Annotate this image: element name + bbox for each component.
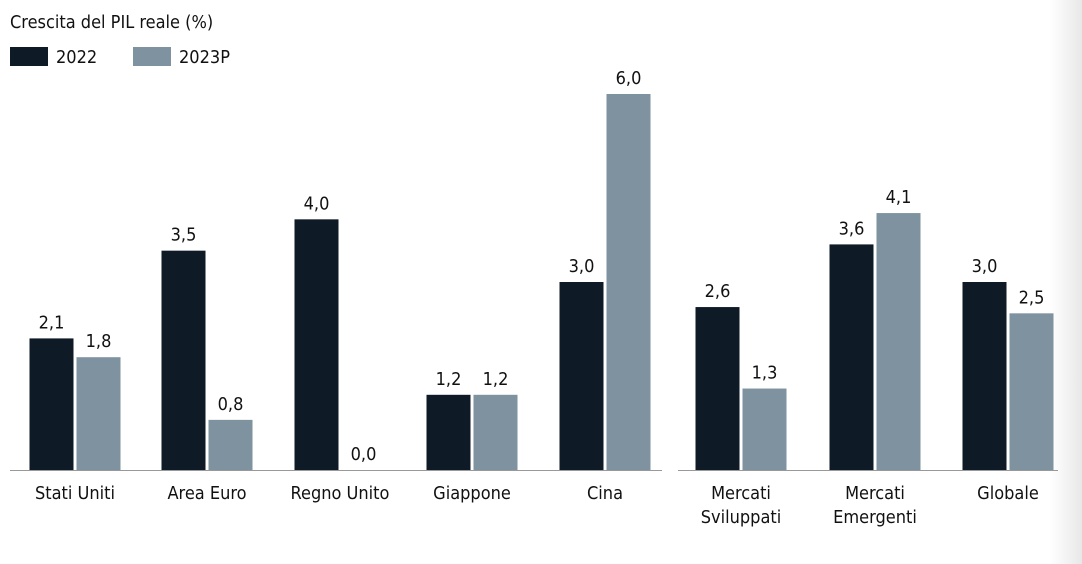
value-label: 4,0 [304, 193, 330, 214]
chart-title: Crescita del PIL reale (%) [10, 12, 213, 33]
bar [29, 338, 74, 470]
bar [208, 419, 253, 470]
bar [695, 307, 740, 470]
bar [742, 388, 787, 470]
value-label: 3,6 [839, 218, 865, 239]
value-label: 3,0 [569, 256, 595, 277]
legend-swatch [133, 47, 171, 66]
bar [962, 282, 1007, 470]
value-label: 0,8 [218, 394, 244, 415]
x-tick-label: Giappone [433, 483, 511, 504]
x-tick-label: Regno Unito [290, 483, 390, 504]
value-label: 2,5 [1019, 287, 1045, 308]
x-tick-label: Area Euro [167, 483, 247, 504]
x-tick-label: Mercati Sviluppati [700, 483, 782, 528]
bar [473, 394, 518, 470]
bar [294, 219, 339, 470]
bar [1009, 313, 1054, 470]
value-label: 3,0 [972, 256, 998, 277]
value-label: 0,0 [351, 444, 377, 465]
value-label: 1,2 [483, 369, 509, 390]
legend-label: 2023P [179, 47, 230, 68]
value-label: 6,0 [616, 68, 642, 89]
bar [426, 394, 471, 470]
bar [876, 213, 921, 471]
value-label: 2,6 [705, 281, 731, 302]
bar [76, 357, 121, 470]
value-label: 2,1 [39, 312, 65, 333]
bar [559, 282, 604, 470]
x-tick-label: Globale [977, 483, 1039, 504]
value-label: 1,8 [86, 331, 112, 352]
legend-swatch [10, 47, 48, 66]
legend-label: 2022 [56, 47, 97, 68]
bar [161, 250, 206, 470]
value-label: 1,2 [436, 369, 462, 390]
bar [606, 94, 651, 470]
bar [829, 244, 874, 470]
value-label: 1,3 [752, 363, 778, 384]
value-label: 3,5 [171, 225, 197, 246]
value-label: 4,1 [886, 187, 912, 208]
x-tick-label: Mercati Emergenti [833, 483, 917, 528]
x-tick-label: Cina [587, 483, 623, 504]
x-tick-label: Stati Uniti [34, 483, 115, 504]
